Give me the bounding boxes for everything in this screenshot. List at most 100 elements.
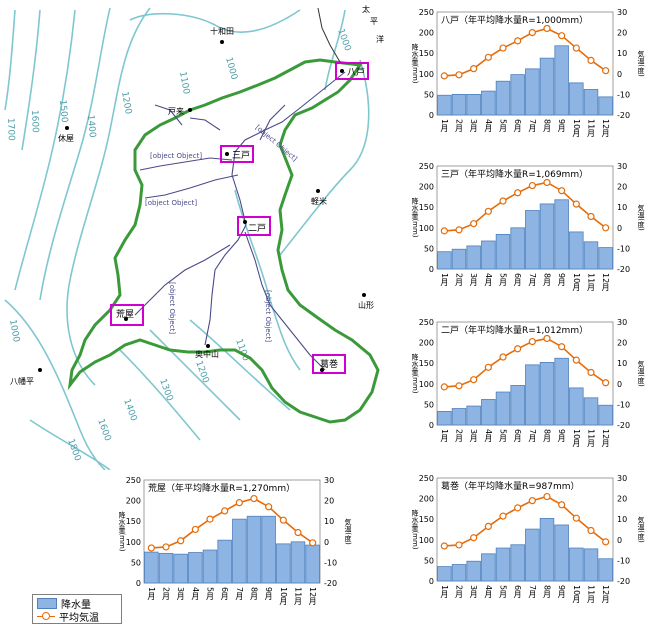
x-tick-label: 8月 [543,273,552,287]
x-tick-label: 12月 [601,273,610,292]
temperature-point [528,181,536,190]
x-tick-label: 11月 [587,119,596,138]
y2-axis-label: 気温(度) [637,515,645,543]
y-tick-label: 0 [136,579,141,588]
x-tick-label: 4月 [484,119,493,133]
temperature-point [499,197,507,205]
y-axis-label: 降水量(mm) [411,353,419,394]
temperature-point [572,356,580,364]
chart-title: 三戸（年平均降水量R=1,069mm） [441,168,588,180]
temperature-point [147,544,155,552]
y-tick-label: 100 [419,380,434,389]
temperature-point [235,499,243,507]
x-tick-label: 10月 [572,585,581,604]
x-tick-label: 10月 [572,273,581,292]
station-label: 葛巻 [320,358,338,370]
station-ninohe: 二戸 [237,216,271,236]
x-tick-label: 5月 [499,585,508,599]
temperature-point [587,368,595,377]
temperature-point [558,187,566,195]
isohyet-label: 1600 [95,418,112,443]
bar [569,231,584,270]
temperature-point [455,541,463,549]
x-tick-label: 1月 [440,429,449,443]
bar [554,524,569,582]
y2-tick-label: 10 [617,515,627,524]
y-tick-label: 0 [429,577,434,586]
town-yamagata: 山形 [358,293,374,310]
temperature-point [602,224,610,232]
station-box [220,145,254,163]
isohyet-label: 1500 [57,99,69,123]
chart-ninohe: 0 50 100 150 200 250 -20 -10 0 10 20 30 1月 2月 3月 4月 5月 6月… [411,318,645,448]
station-label: 荒屋 [116,309,134,320]
temperature-point [191,525,199,534]
chart-title: 葛巻（年平均降水量R=987mm） [441,480,580,492]
town-hachimantai: 八幡平 [10,368,42,386]
y-tick-label: 0 [429,421,434,430]
temperature-point [440,383,448,391]
bar [466,94,481,116]
bar [525,210,540,270]
river-label: [object Object] [168,282,176,334]
town-label: 軽米 [311,196,327,206]
town-label: 十和田 [210,26,234,36]
temperature-point [499,44,507,52]
bar [583,548,599,582]
temperature-point [558,501,566,509]
y2-tick-label: 20 [617,339,627,348]
y2-tick-label: -20 [617,111,630,120]
y2-tick-label: 10 [324,517,334,526]
isohyet-label: 1400 [85,114,97,138]
temperature-point [484,363,492,371]
y2-tick-label: -20 [324,579,337,588]
station-kuzumaki: 葛巻 [312,354,346,374]
temperature-point [294,528,302,537]
y-tick-label: 200 [419,183,434,192]
river-line [144,174,239,199]
chart-title: 荒屋（年平均降水量R=1,270mm） [148,482,295,494]
temperature-point [455,226,463,234]
y2-tick-label: -20 [617,421,630,430]
bar [451,248,467,270]
bar [598,404,613,426]
y-tick-label: 200 [419,29,434,38]
station-dot [124,317,128,321]
x-tick-label: 10月 [572,119,581,138]
bar [510,74,525,116]
station-dot [243,220,247,224]
bar [481,90,496,116]
plot-area [143,479,321,584]
isohyet-line [149,329,241,421]
temperature-point [499,512,507,520]
station-label: 二戸 [248,223,266,234]
isohyet-label: 1300 [157,378,174,403]
x-tick-label: 4月 [484,273,493,287]
temperature-point [440,227,448,235]
bar [598,247,613,270]
x-tick-label: 2月 [162,587,171,601]
isohyet-label: 1400 [121,398,138,423]
town-label: 山形 [358,300,374,310]
temperature-point [543,334,551,343]
bar [539,361,555,426]
isohyet-line [29,419,111,470]
station-dot [225,152,229,156]
x-tick-label: 1月 [440,119,449,133]
legend-swatch-line [37,611,55,620]
bar [202,549,218,584]
x-tick-label: 7月 [528,119,537,133]
temperature-point [587,56,595,65]
town-gonohe: 戸来 [168,107,192,116]
bar [217,539,232,584]
x-tick-label: 9月 [557,585,566,599]
isohyet-line [39,7,111,301]
temperature-point [572,44,580,52]
isohyet-line [324,9,346,91]
y-tick-label: 250 [419,162,434,171]
town-label: 洋 [376,34,384,44]
isohyet-label: 1800 [65,438,82,463]
isohyet-label: 1200 [193,360,210,385]
bar [451,94,467,116]
x-tick-label: 6月 [513,273,522,287]
